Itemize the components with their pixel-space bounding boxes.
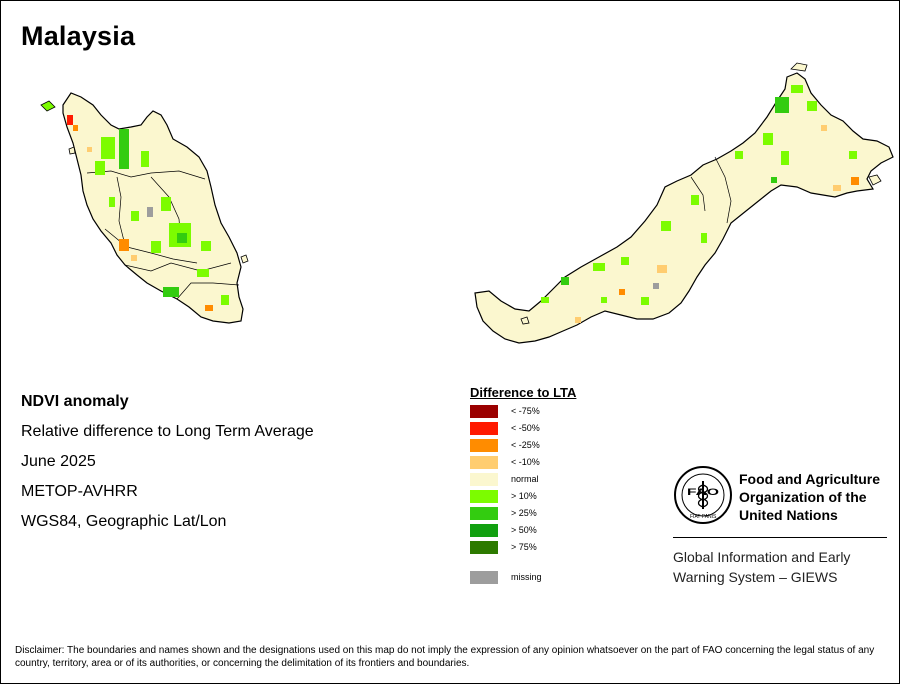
organization-name: Food and Agriculture Organization of the… [739,470,899,524]
divider [673,537,887,538]
legend-label: normal [511,474,539,484]
legend-item: < -25% [470,438,576,455]
organization-name-line: Food and Agriculture [739,471,881,487]
fao-logo-motto: FIAT PANIS [690,514,717,520]
product-description: Relative difference to Long Term Average [21,423,314,440]
legend: Difference to LTA < -75% < -50% < -25% <… [470,385,576,587]
legend-item: > 10% [470,489,576,506]
legend-label: < -25% [511,440,540,450]
organization-name-line: Organization of the [739,489,867,505]
legend-item: > 75% [470,540,576,557]
product-name: NDVI anomaly [21,393,129,410]
banggi-island [868,174,882,186]
giews-name: Global Information and Early Warning Sys… [673,547,850,587]
legend-label: > 50% [511,525,537,535]
disclaimer: Disclaimer: The boundaries and names sho… [15,645,875,669]
legend-swatch [470,490,498,503]
small-island [520,316,530,325]
legend-item: < -10% [470,455,576,472]
product-sensor: METOP-AVHRR [21,483,138,500]
legend-label: missing [511,572,542,582]
legend-swatch [470,524,498,537]
legend-label: < -10% [511,457,540,467]
legend-label: > 75% [511,542,537,552]
legend-label: > 10% [511,491,537,501]
giews-line: Global Information and Early [673,549,851,565]
map-info: NDVI anomaly Relative difference to Long… [21,391,314,541]
langkawi-island [40,100,56,112]
legend-item: < -75% [470,404,576,421]
legend-swatch [470,541,498,554]
penang-island [68,146,76,155]
giews-line: Warning System – GIEWS [673,569,838,585]
organization-name-line: United Nations [739,507,838,523]
legend-label: < -75% [511,406,540,416]
fao-logo-letter-f: FAO [687,487,719,497]
legend-item-missing: missing [470,570,576,587]
legend-item: > 50% [470,523,576,540]
legend-swatch [470,473,498,486]
borneo-boundaries [690,156,732,224]
east-malaysia [474,72,894,344]
legend-item: < -50% [470,421,576,438]
legend-swatch [470,456,498,469]
legend-swatch [470,405,498,418]
legend-swatch [470,507,498,520]
product-projection: WGS84, Geographic Lat/Lon [21,513,227,530]
legend-swatch [470,571,498,584]
legend-title: Difference to LTA [470,385,577,400]
legend-label: < -50% [511,423,540,433]
labuan-island [790,62,808,72]
map-title: Malaysia [21,21,136,51]
legend-swatch [470,422,498,435]
legend-item: normal [470,472,576,489]
legend-swatch [470,439,498,452]
legend-item: > 25% [470,506,576,523]
product-date: June 2025 [21,453,96,470]
tioman-island [240,254,249,264]
legend-label: > 25% [511,508,537,518]
fao-logo-icon: FAO FIAT PANIS [674,466,732,524]
ndvi-anomaly-patches [67,85,859,323]
